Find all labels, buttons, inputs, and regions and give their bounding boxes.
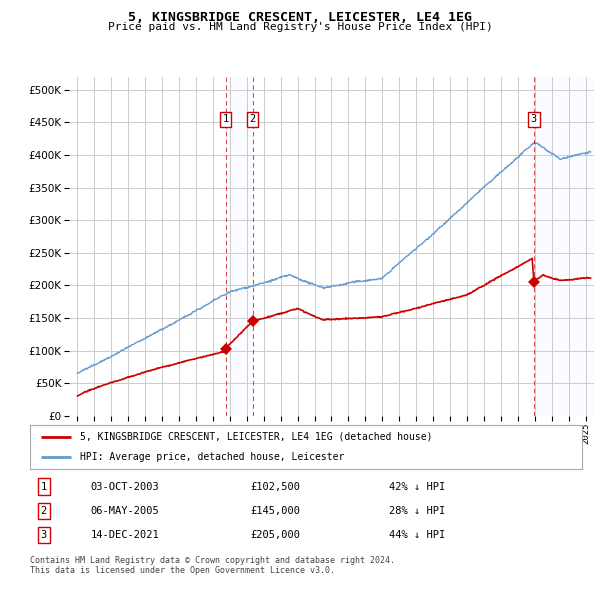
Text: Contains HM Land Registry data © Crown copyright and database right 2024.: Contains HM Land Registry data © Crown c… bbox=[30, 556, 395, 565]
Text: 03-OCT-2003: 03-OCT-2003 bbox=[91, 481, 160, 491]
Text: £205,000: £205,000 bbox=[251, 530, 301, 540]
Text: 5, KINGSBRIDGE CRESCENT, LEICESTER, LE4 1EG (detached house): 5, KINGSBRIDGE CRESCENT, LEICESTER, LE4 … bbox=[80, 432, 432, 442]
Text: This data is licensed under the Open Government Licence v3.0.: This data is licensed under the Open Gov… bbox=[30, 566, 335, 575]
Text: 28% ↓ HPI: 28% ↓ HPI bbox=[389, 506, 445, 516]
Text: 44% ↓ HPI: 44% ↓ HPI bbox=[389, 530, 445, 540]
Text: 5, KINGSBRIDGE CRESCENT, LEICESTER, LE4 1EG: 5, KINGSBRIDGE CRESCENT, LEICESTER, LE4 … bbox=[128, 11, 472, 24]
Text: Price paid vs. HM Land Registry's House Price Index (HPI): Price paid vs. HM Land Registry's House … bbox=[107, 22, 493, 32]
Text: 14-DEC-2021: 14-DEC-2021 bbox=[91, 530, 160, 540]
Text: £145,000: £145,000 bbox=[251, 506, 301, 516]
Text: 42% ↓ HPI: 42% ↓ HPI bbox=[389, 481, 445, 491]
Text: 1: 1 bbox=[41, 481, 47, 491]
Text: 3: 3 bbox=[531, 114, 537, 124]
Text: 06-MAY-2005: 06-MAY-2005 bbox=[91, 506, 160, 516]
Text: £102,500: £102,500 bbox=[251, 481, 301, 491]
Text: 2: 2 bbox=[41, 506, 47, 516]
Bar bbox=[534, 77, 594, 416]
Text: 3: 3 bbox=[41, 530, 47, 540]
Text: 2: 2 bbox=[250, 114, 256, 124]
Bar bbox=[226, 77, 253, 416]
Text: 1: 1 bbox=[223, 114, 229, 124]
Text: HPI: Average price, detached house, Leicester: HPI: Average price, detached house, Leic… bbox=[80, 452, 344, 462]
